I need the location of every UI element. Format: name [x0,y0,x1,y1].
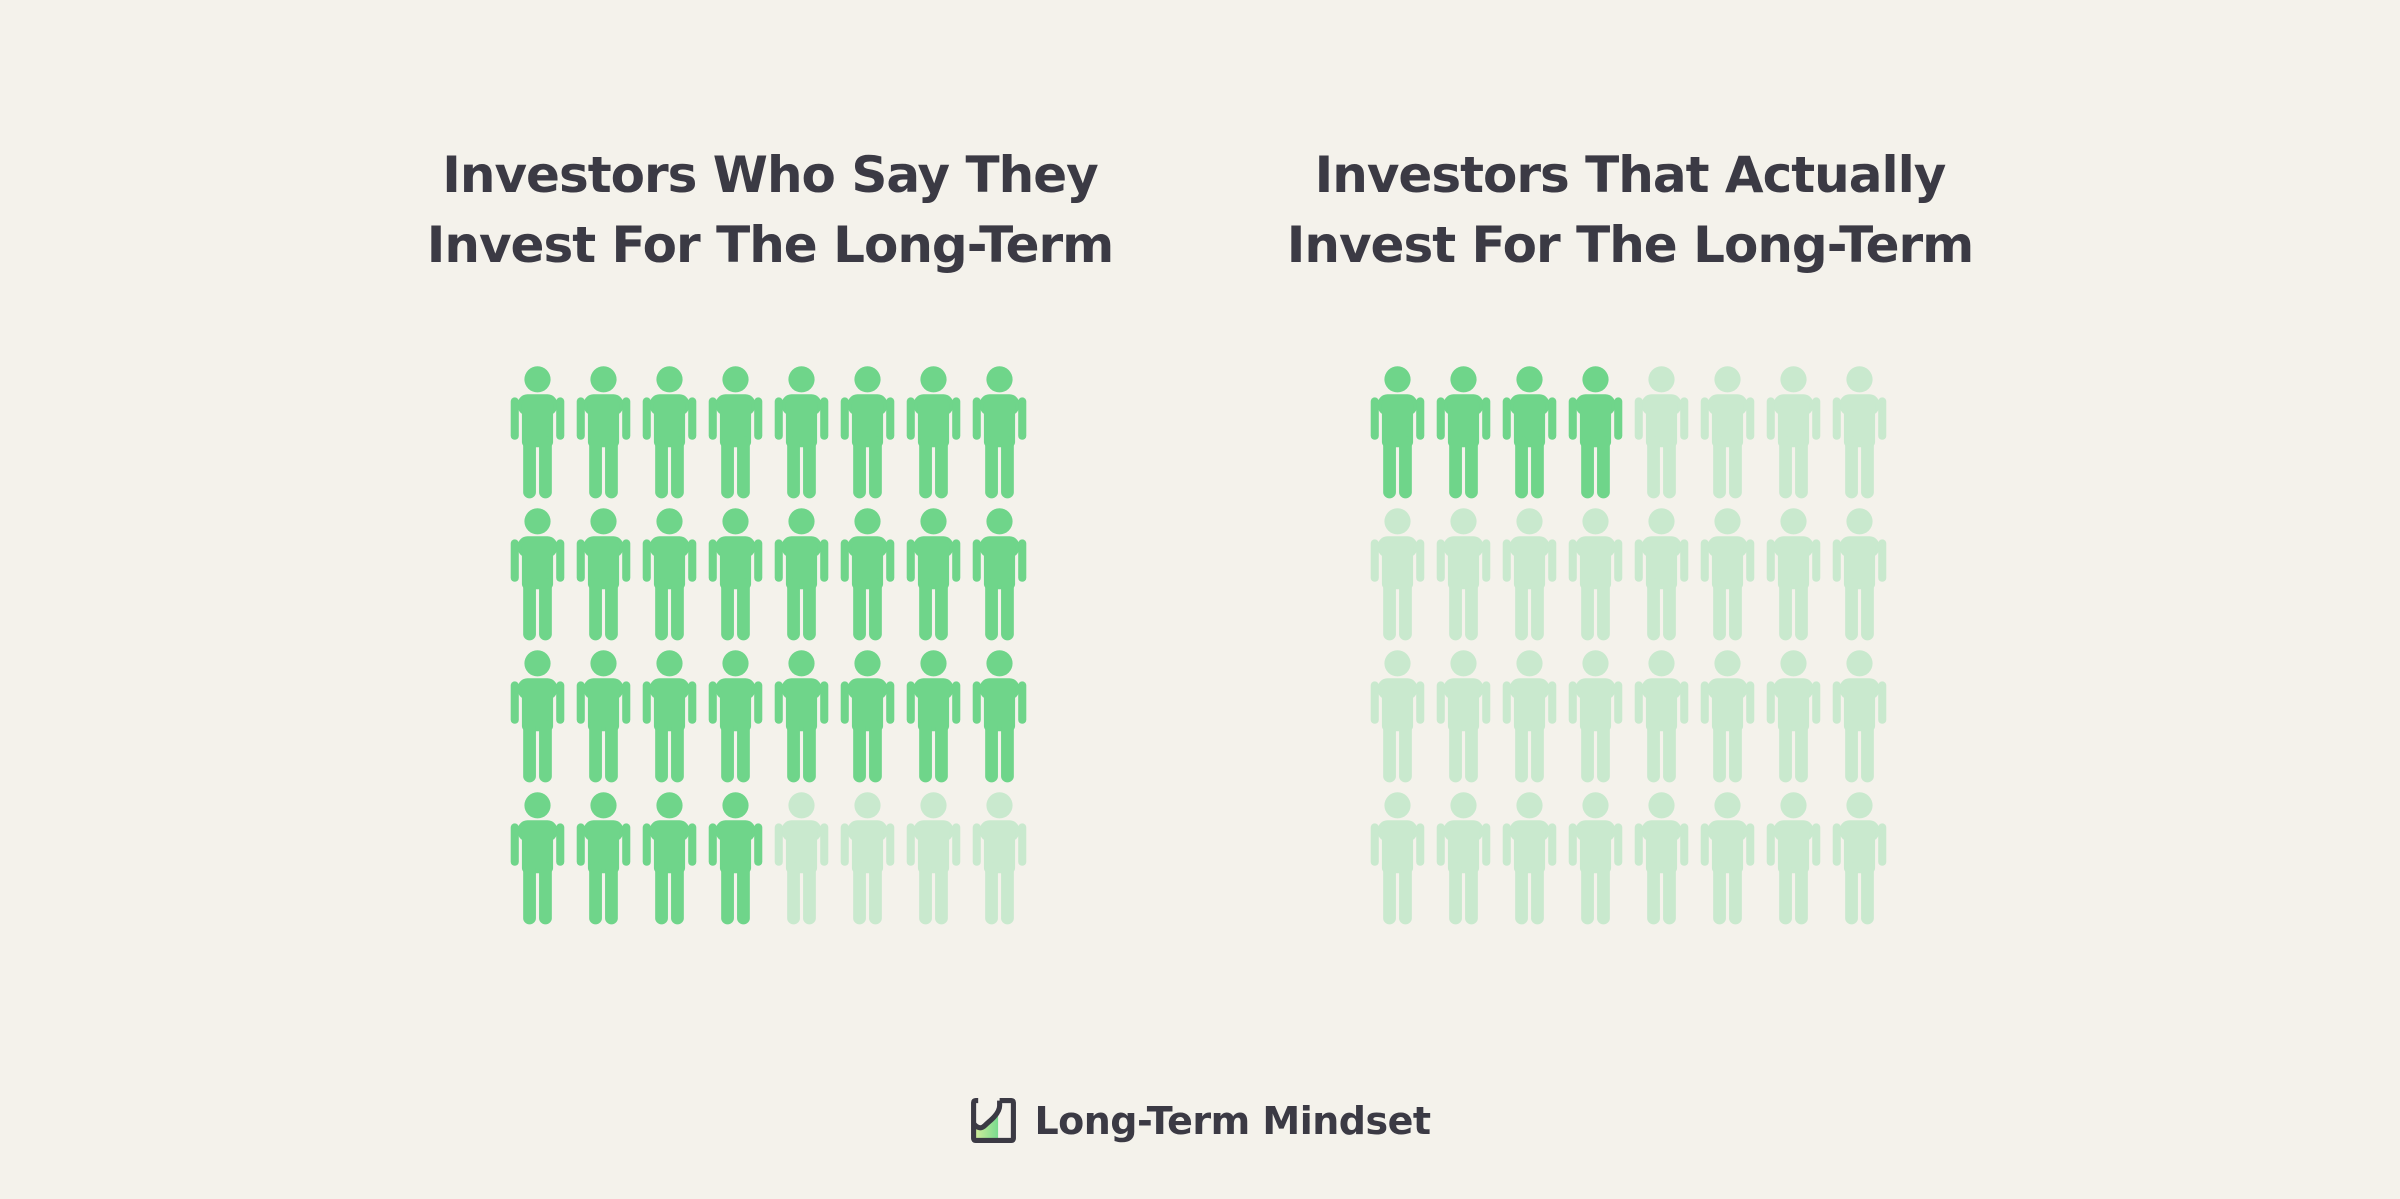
person-icon [638,507,704,649]
person-icon [836,649,902,791]
pictogram-grid-actually [1366,365,1894,933]
line-chart-in-square-icon [969,1096,1018,1145]
panel-title: Investors Who Say They Invest For The Lo… [426,140,1114,280]
person-icon [1828,507,1894,649]
person-icon [902,507,968,649]
person-icon [1828,365,1894,507]
person-icon [572,365,638,507]
person-icon [1564,791,1630,933]
panel-title-line2: Invest For The Long-Term [426,216,1114,274]
person-icon [836,507,902,649]
panel-actually-longterm: Investors That Actually Invest For The L… [1287,140,1974,933]
person-icon [968,649,1034,791]
person-icon [1762,791,1828,933]
person-icon [704,649,770,791]
person-icon [1696,791,1762,933]
person-icon [572,507,638,649]
person-icon [1762,507,1828,649]
panel-title-line2: Invest For The Long-Term [1286,216,1974,274]
person-icon [968,791,1034,933]
person-icon [770,649,836,791]
person-icon [1432,649,1498,791]
person-icon [1696,649,1762,791]
person-icon [704,507,770,649]
person-icon [1828,791,1894,933]
person-icon [968,365,1034,507]
person-icon [1696,365,1762,507]
person-icon [1564,507,1630,649]
person-icon [1564,365,1630,507]
person-icon [1630,791,1696,933]
person-icon [770,791,836,933]
person-icon [638,791,704,933]
person-icon [638,365,704,507]
person-icon [1498,791,1564,933]
person-icon [1366,791,1432,933]
person-icon [506,507,572,649]
brand-footer: Long-Term Mindset [0,1096,2400,1145]
pictogram-grid-say [506,365,1034,933]
person-icon [1762,365,1828,507]
person-icon [1366,649,1432,791]
panel-title-line1: Investors That Actually [1314,146,1947,204]
person-icon [1366,365,1432,507]
person-icon [1432,507,1498,649]
person-icon [968,507,1034,649]
person-icon [770,507,836,649]
person-icon [1432,791,1498,933]
panel-say-longterm: Investors Who Say They Invest For The Lo… [427,140,1114,933]
person-icon [704,791,770,933]
person-icon [704,365,770,507]
person-icon [1498,507,1564,649]
person-icon [1630,507,1696,649]
person-icon [770,365,836,507]
person-icon [1366,507,1432,649]
person-icon [902,365,968,507]
person-icon [1564,649,1630,791]
person-icon [836,791,902,933]
person-icon [638,649,704,791]
brand-name: Long-Term Mindset [1034,1098,1431,1143]
person-icon [836,365,902,507]
person-icon [1432,365,1498,507]
person-icon [1828,649,1894,791]
person-icon [572,791,638,933]
person-icon [1762,649,1828,791]
person-icon [572,649,638,791]
pictogram-panels: Investors Who Say They Invest For The Lo… [427,140,1974,933]
panel-title-line1: Investors Who Say They [442,146,1098,204]
person-icon [1630,365,1696,507]
person-icon [506,365,572,507]
person-icon [902,649,968,791]
person-icon [1696,507,1762,649]
person-icon [1630,649,1696,791]
person-icon [506,791,572,933]
person-icon [1498,649,1564,791]
panel-title: Investors That Actually Invest For The L… [1286,140,1974,280]
person-icon [506,649,572,791]
person-icon [1498,365,1564,507]
person-icon [902,791,968,933]
